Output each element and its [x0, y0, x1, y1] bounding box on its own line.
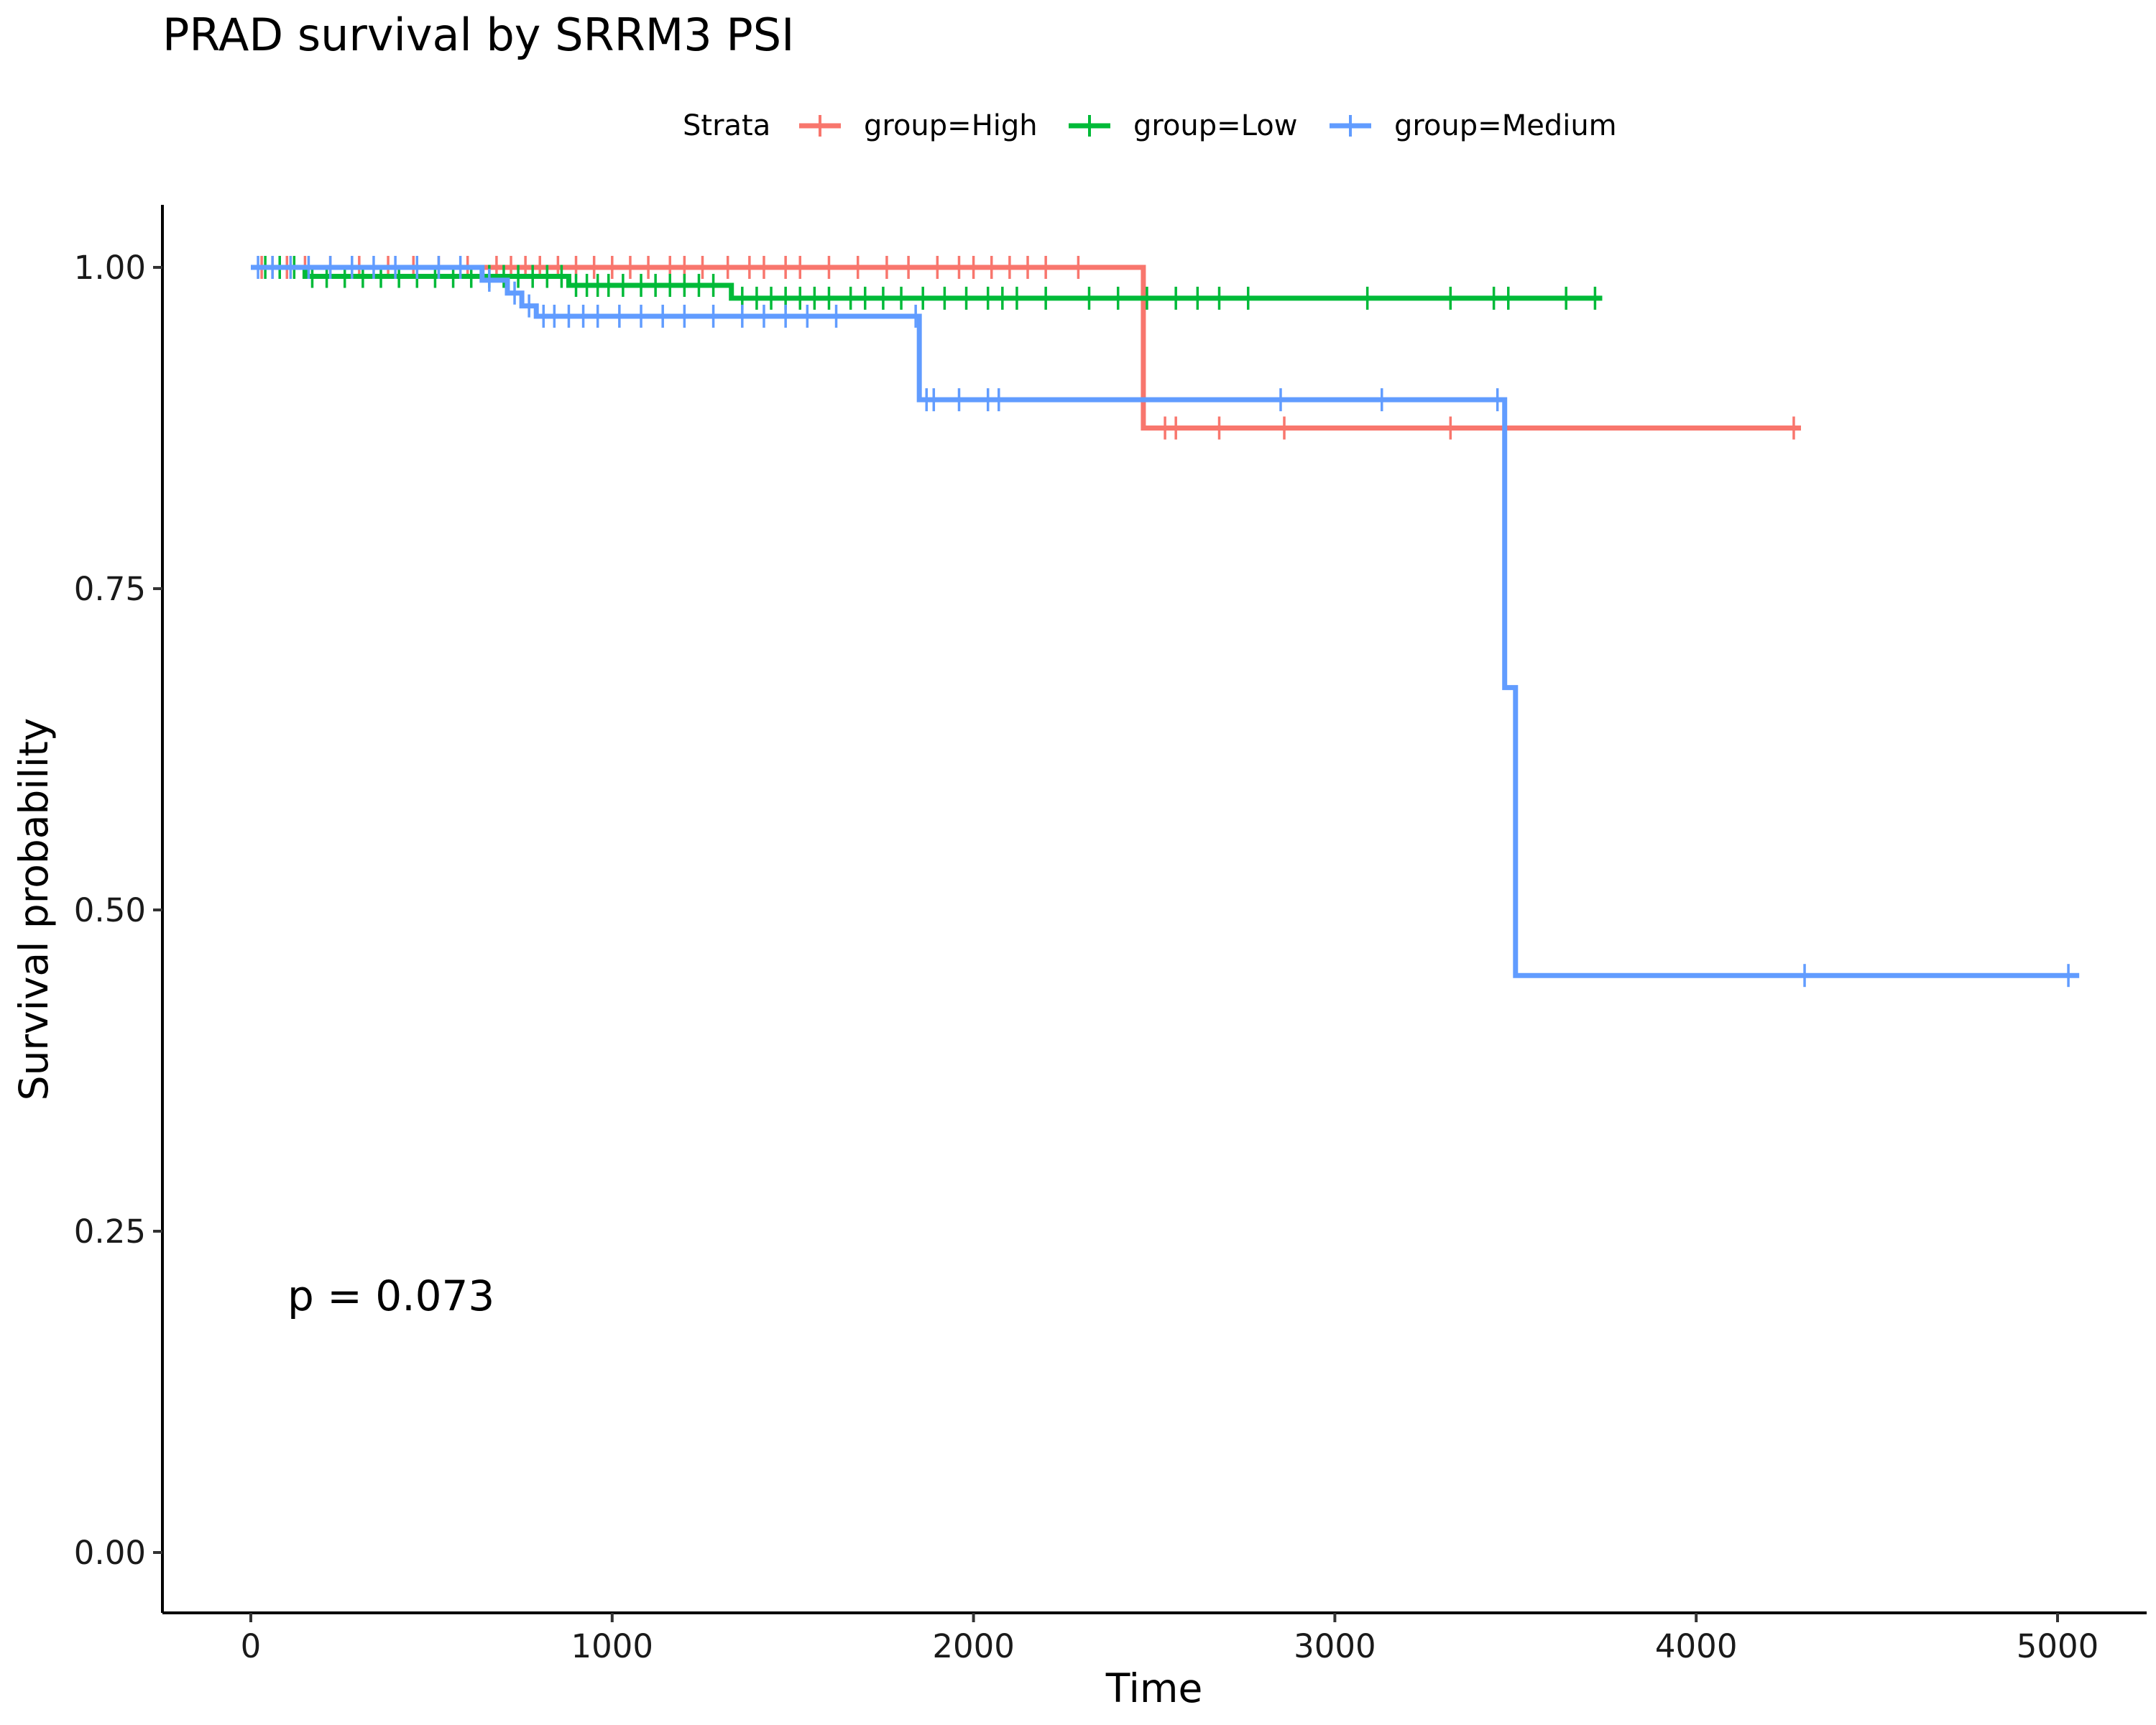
legend-label: group=High [864, 109, 1038, 142]
legend-label: group=Medium [1394, 109, 1617, 142]
y-tick-label: 0.25 [74, 1213, 146, 1251]
survival-curve [251, 264, 1802, 431]
y-tick-label: 1.00 [74, 249, 146, 287]
series-medium [251, 256, 2080, 988]
x-axis-title: Time [1105, 1665, 1203, 1711]
survival-curve [251, 264, 2080, 978]
x-tick-label: 0 [241, 1627, 262, 1665]
y-tick-label: 0.00 [74, 1534, 146, 1572]
x-tick-label: 1000 [571, 1627, 654, 1665]
x-tick-label: 2000 [932, 1627, 1015, 1665]
legend-title: Strata [683, 109, 770, 142]
y-tick-label: 0.75 [74, 570, 146, 608]
series-layer [251, 256, 2080, 988]
series-high [251, 256, 1802, 440]
chart-title: PRAD survival by SRRM3 PSI [162, 9, 794, 61]
p-value-annotation: p = 0.073 [287, 1271, 494, 1320]
legend-label: group=Low [1133, 109, 1297, 142]
x-tick-label: 3000 [1294, 1627, 1376, 1665]
x-tick-label: 5000 [2017, 1627, 2099, 1665]
axes [161, 205, 2147, 1614]
series-low [251, 256, 1603, 310]
x-tick-label: 4000 [1655, 1627, 1738, 1665]
y-tick-label: 0.50 [74, 891, 146, 929]
legend: Strata group=High group=Low group=Medium [683, 109, 1617, 142]
ticks: 0 1000 2000 3000 4000 5000 0.00 0.25 0.50 0.75 1.0… [74, 249, 2099, 1665]
y-axis-title: Survival probability [11, 718, 57, 1101]
